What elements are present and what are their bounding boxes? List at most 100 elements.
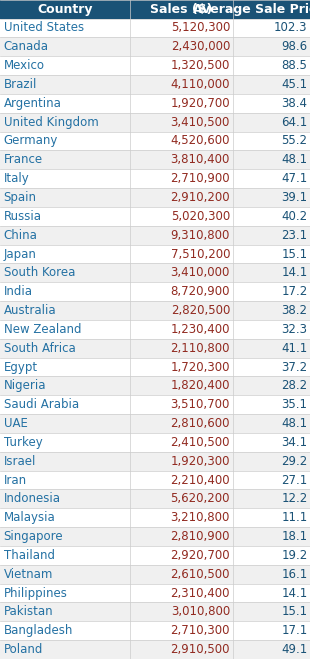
Text: 1,320,500: 1,320,500 [170, 59, 230, 72]
Bar [0, 508, 310, 527]
Text: 88.5: 88.5 [282, 59, 308, 72]
Text: 27.1: 27.1 [281, 474, 308, 486]
Text: 40.2: 40.2 [281, 210, 308, 223]
Bar [0, 169, 310, 188]
Bar [0, 207, 310, 226]
Text: 37.2: 37.2 [281, 360, 308, 374]
Text: 2,210,400: 2,210,400 [170, 474, 230, 486]
Text: 14.1: 14.1 [281, 266, 308, 279]
Bar [0, 113, 310, 132]
Text: 15.1: 15.1 [281, 248, 308, 260]
Text: Canada: Canada [4, 40, 49, 53]
Text: 5,120,300: 5,120,300 [170, 22, 230, 34]
Text: 23.1: 23.1 [281, 229, 308, 242]
Text: 16.1: 16.1 [281, 568, 308, 581]
Text: India: India [4, 285, 33, 298]
Text: 17.1: 17.1 [281, 624, 308, 637]
Bar [0, 132, 310, 150]
Text: Russia: Russia [4, 210, 42, 223]
Bar [0, 433, 310, 452]
Text: 41.1: 41.1 [281, 342, 308, 355]
Text: Saudi Arabia: Saudi Arabia [4, 398, 79, 411]
Text: 2,610,500: 2,610,500 [170, 568, 230, 581]
Text: United Kingdom: United Kingdom [4, 116, 99, 129]
Text: 1,920,700: 1,920,700 [170, 97, 230, 110]
Text: 3,410,000: 3,410,000 [170, 266, 230, 279]
Text: Israel: Israel [4, 455, 36, 468]
Text: Egypt: Egypt [4, 360, 38, 374]
Text: Iran: Iran [4, 474, 27, 486]
Bar [0, 75, 310, 94]
Bar [0, 94, 310, 113]
Text: 14.1: 14.1 [281, 587, 308, 600]
Text: 15.1: 15.1 [281, 606, 308, 618]
Bar [0, 226, 310, 244]
Bar [0, 621, 310, 640]
Text: Indonesia: Indonesia [4, 492, 61, 505]
Text: South Korea: South Korea [4, 266, 75, 279]
Text: Vietnam: Vietnam [4, 568, 53, 581]
Text: 3,210,800: 3,210,800 [170, 511, 230, 524]
Text: 3,410,500: 3,410,500 [170, 116, 230, 129]
Text: Germany: Germany [4, 134, 58, 148]
Text: Nigeria: Nigeria [4, 380, 46, 392]
Text: 5,020,300: 5,020,300 [171, 210, 230, 223]
Text: 2,810,900: 2,810,900 [170, 530, 230, 543]
Bar [0, 490, 310, 508]
Text: 2,810,600: 2,810,600 [170, 417, 230, 430]
Text: 102.3: 102.3 [274, 22, 308, 34]
Text: 55.2: 55.2 [281, 134, 308, 148]
Text: 2,310,400: 2,310,400 [170, 587, 230, 600]
Text: 2,920,700: 2,920,700 [170, 549, 230, 562]
Text: Mexico: Mexico [4, 59, 45, 72]
Text: United States: United States [4, 22, 84, 34]
Text: UAE: UAE [4, 417, 28, 430]
Text: Bangladesh: Bangladesh [4, 624, 73, 637]
Text: Turkey: Turkey [4, 436, 42, 449]
Bar [0, 546, 310, 565]
Text: 49.1: 49.1 [281, 643, 308, 656]
Text: 47.1: 47.1 [281, 172, 308, 185]
Text: China: China [4, 229, 38, 242]
Text: 29.2: 29.2 [281, 455, 308, 468]
Bar [0, 38, 310, 56]
Bar [0, 301, 310, 320]
Text: 11.1: 11.1 [281, 511, 308, 524]
Text: 5,620,200: 5,620,200 [170, 492, 230, 505]
Text: France: France [4, 154, 43, 166]
Text: 64.1: 64.1 [281, 116, 308, 129]
Text: 2,820,500: 2,820,500 [170, 304, 230, 317]
Text: 2,110,800: 2,110,800 [170, 342, 230, 355]
Text: Spain: Spain [4, 191, 37, 204]
Text: 1,720,300: 1,720,300 [170, 360, 230, 374]
Text: 12.2: 12.2 [281, 492, 308, 505]
Text: Country: Country [37, 3, 93, 16]
Text: New Zealand: New Zealand [4, 323, 81, 336]
Bar [0, 0, 310, 18]
Bar [0, 471, 310, 490]
Bar [0, 56, 310, 75]
Text: Pakistan: Pakistan [4, 606, 53, 618]
Bar [0, 414, 310, 433]
Bar [0, 339, 310, 358]
Bar [0, 264, 310, 282]
Text: 3,010,800: 3,010,800 [171, 606, 230, 618]
Text: 2,430,000: 2,430,000 [170, 40, 230, 53]
Bar [0, 602, 310, 621]
Text: 3,810,400: 3,810,400 [170, 154, 230, 166]
Text: 35.1: 35.1 [281, 398, 308, 411]
Text: 38.4: 38.4 [281, 97, 308, 110]
Text: 7,510,200: 7,510,200 [170, 248, 230, 260]
Text: 2,910,200: 2,910,200 [170, 191, 230, 204]
Text: 2,710,300: 2,710,300 [170, 624, 230, 637]
Text: 4,520,600: 4,520,600 [170, 134, 230, 148]
Bar [0, 376, 310, 395]
Text: 39.1: 39.1 [281, 191, 308, 204]
Text: 45.1: 45.1 [281, 78, 308, 91]
Text: 2,910,500: 2,910,500 [170, 643, 230, 656]
Text: Italy: Italy [4, 172, 29, 185]
Text: 2,710,900: 2,710,900 [170, 172, 230, 185]
Text: 18.1: 18.1 [281, 530, 308, 543]
Text: Brazil: Brazil [4, 78, 37, 91]
Text: 48.1: 48.1 [281, 154, 308, 166]
